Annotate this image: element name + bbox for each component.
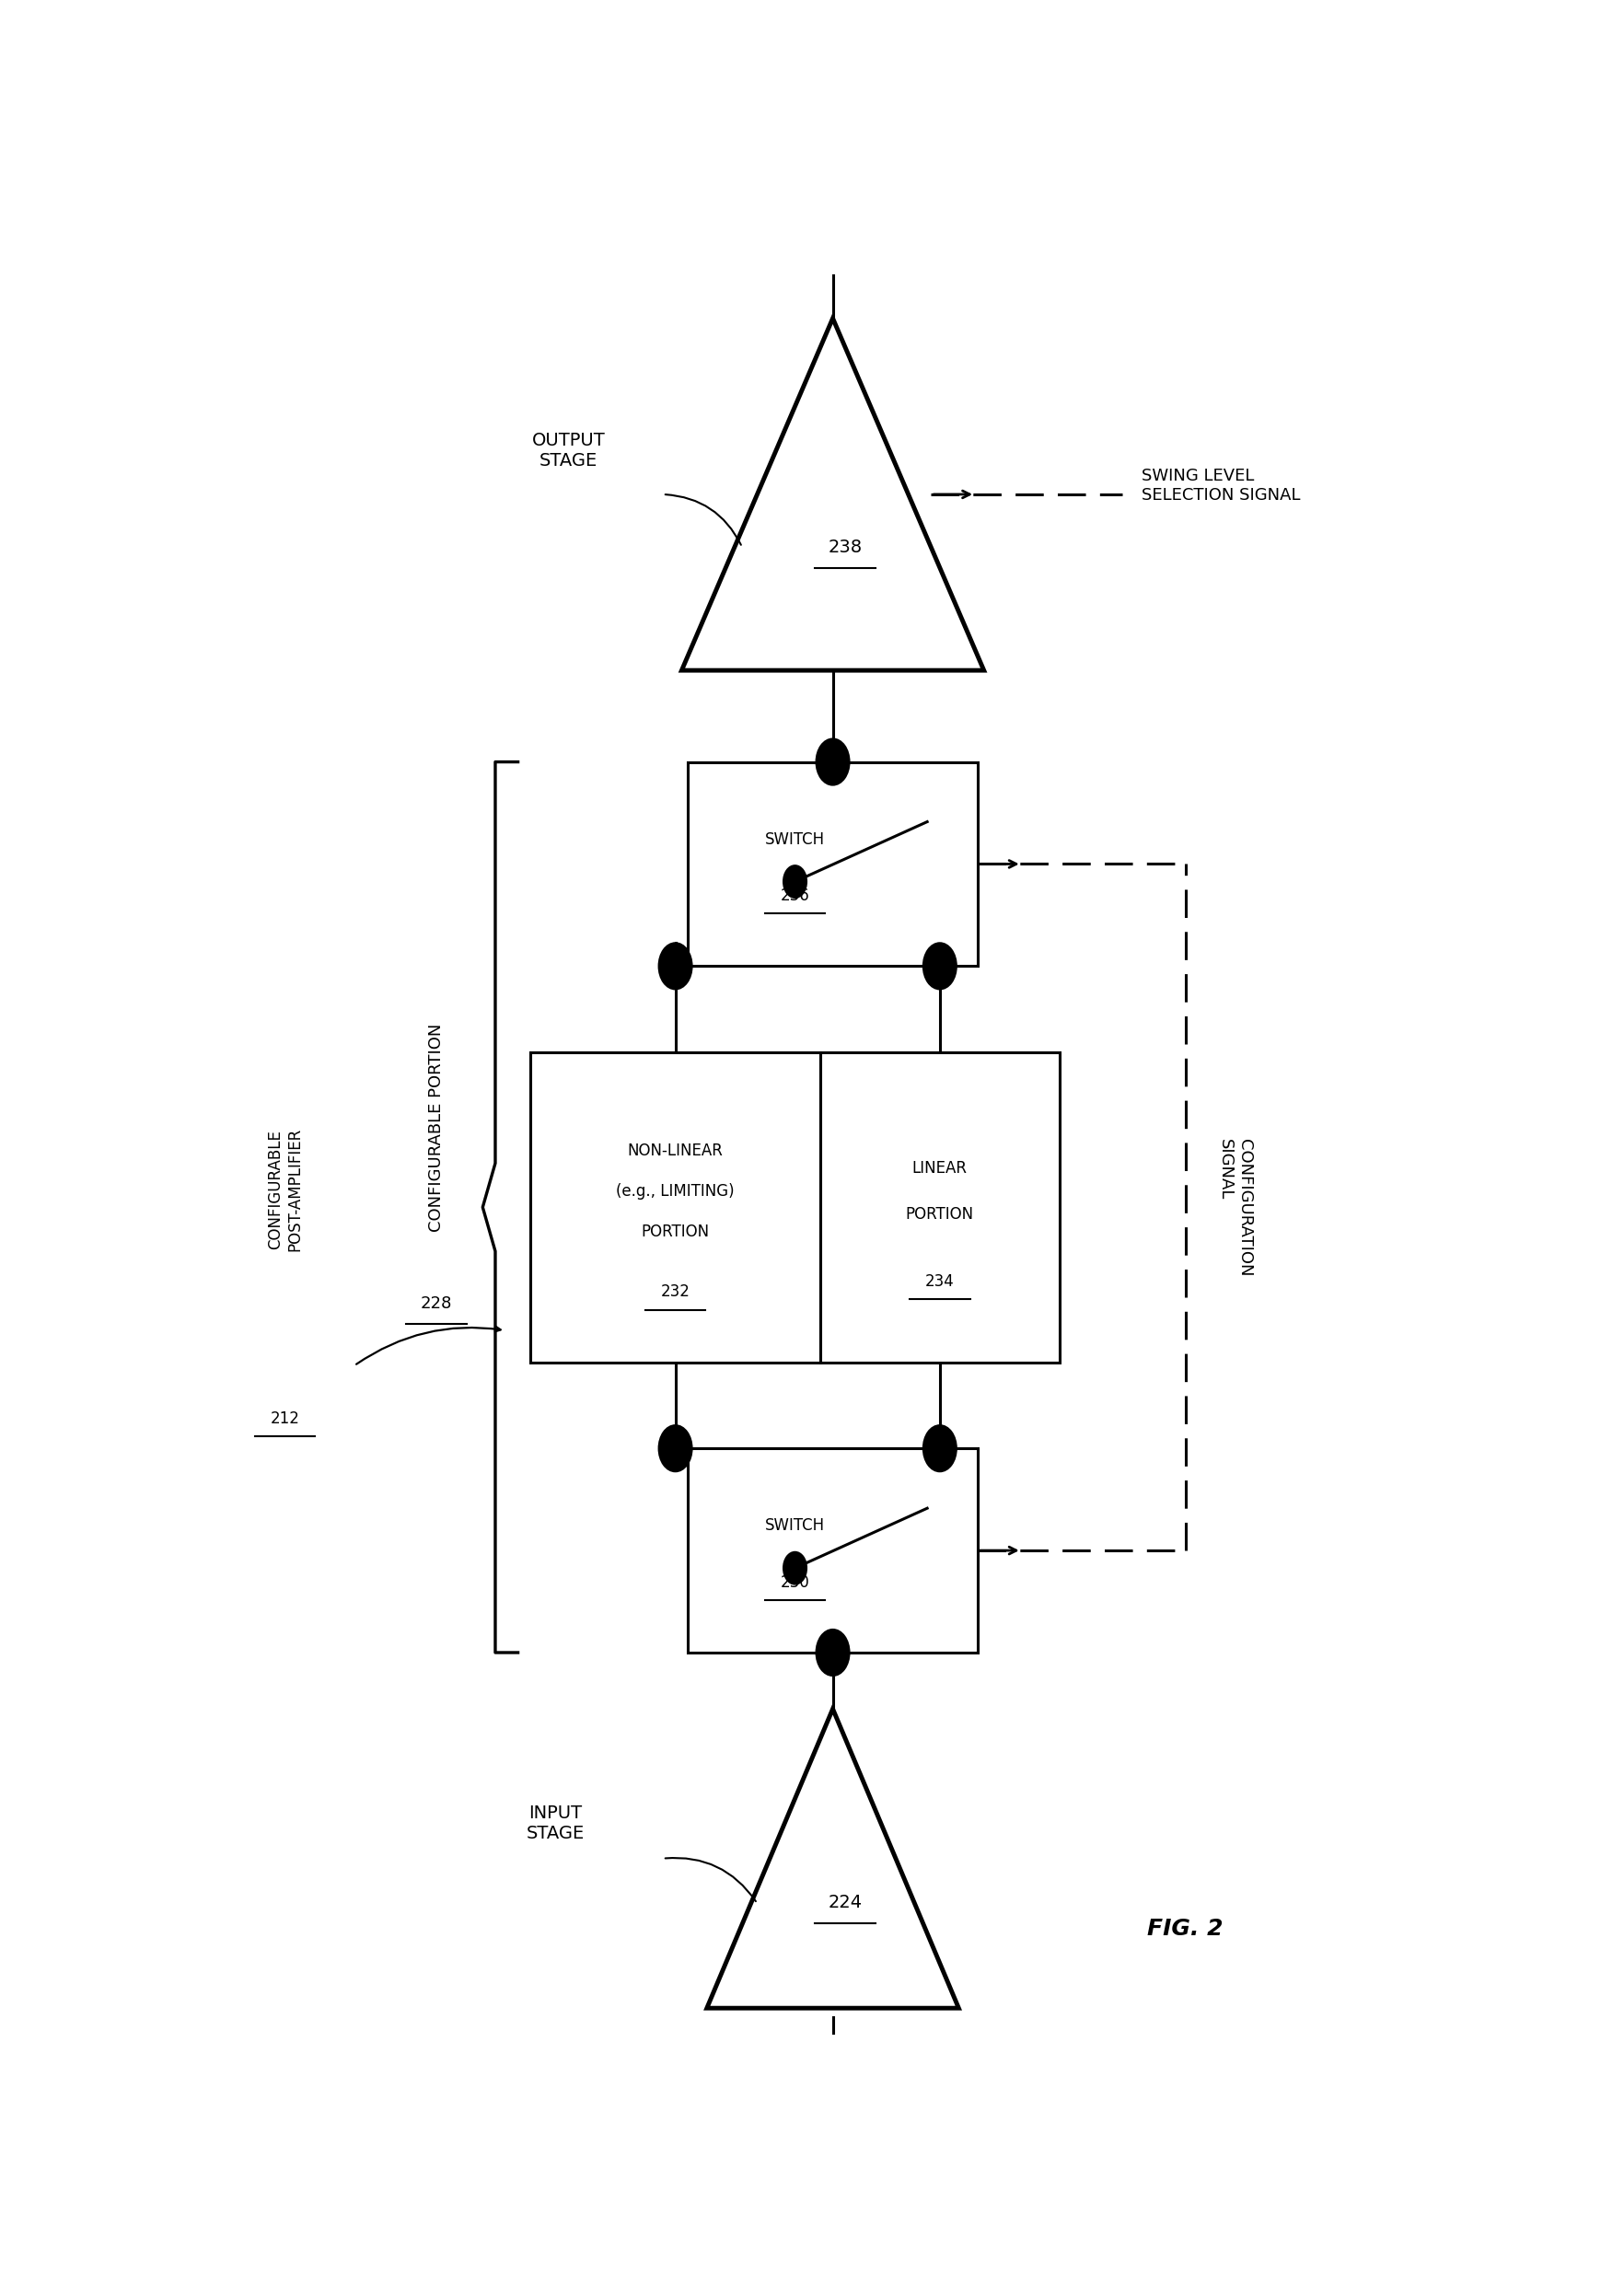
Bar <box>687 1449 978 1653</box>
Text: CONFIGURABLE PORTION: CONFIGURABLE PORTION <box>427 1024 443 1232</box>
Text: 224: 224 <box>828 1893 862 1911</box>
Text: 230: 230 <box>780 1573 809 1591</box>
Text: (e.g., LIMITING): (e.g., LIMITING) <box>615 1184 734 1200</box>
Circle shape <box>815 738 849 784</box>
Text: 212: 212 <box>270 1410 299 1426</box>
Text: INPUT
STAGE: INPUT STAGE <box>526 1804 585 1843</box>
Bar <box>529 1052 820 1362</box>
Circle shape <box>922 944 955 990</box>
Text: LINEAR: LINEAR <box>911 1161 966 1177</box>
Text: 228: 228 <box>421 1296 451 1312</box>
Circle shape <box>783 1552 806 1584</box>
Text: 236: 236 <box>780 887 809 903</box>
Circle shape <box>922 1426 955 1472</box>
Bar <box>687 761 978 967</box>
Circle shape <box>815 1630 849 1676</box>
Text: CONFIGURABLE
POST-AMPLIFIER: CONFIGURABLE POST-AMPLIFIER <box>266 1127 302 1250</box>
Text: PORTION: PORTION <box>905 1207 973 1223</box>
Circle shape <box>659 1426 692 1472</box>
Text: NON-LINEAR: NON-LINEAR <box>627 1143 723 1159</box>
Circle shape <box>659 944 692 990</box>
Text: 232: 232 <box>661 1282 690 1301</box>
Text: FIG. 2: FIG. 2 <box>1147 1918 1223 1941</box>
Text: 234: 234 <box>924 1273 953 1289</box>
Text: PORTION: PORTION <box>641 1223 710 1241</box>
Text: SWITCH: SWITCH <box>765 1518 825 1534</box>
Text: 238: 238 <box>828 539 862 555</box>
Text: SWING LEVEL
SELECTION SIGNAL: SWING LEVEL SELECTION SIGNAL <box>1140 469 1299 503</box>
Text: CONFIGURATION
SIGNAL: CONFIGURATION SIGNAL <box>1216 1138 1252 1276</box>
Text: SWITCH: SWITCH <box>765 832 825 848</box>
Circle shape <box>783 866 806 898</box>
Text: OUTPUT
STAGE: OUTPUT STAGE <box>531 432 604 469</box>
Bar <box>820 1052 1059 1362</box>
